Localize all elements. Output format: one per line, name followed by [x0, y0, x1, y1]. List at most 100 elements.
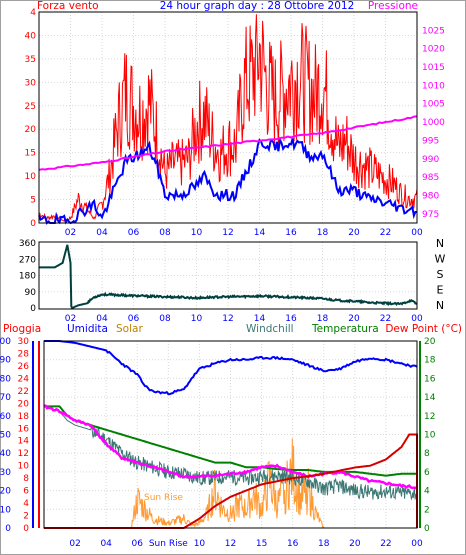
humidity-tick: 10 — [0, 505, 11, 515]
mid-x-tick: 06 — [128, 314, 140, 324]
wind-gust-line — [38, 14, 418, 222]
humidity-tick: 80 — [0, 374, 11, 384]
rain-tick: 16 — [18, 424, 30, 434]
humidity-line — [44, 340, 418, 396]
humidity-tick: 50 — [0, 431, 11, 441]
bot-x-tick: 20 — [349, 539, 361, 549]
temperature-tick: 14 — [424, 393, 436, 403]
top-right-tick: 1005 — [422, 100, 445, 110]
bot-x-tick: 16 — [287, 539, 299, 549]
top-left-tick: 35 — [25, 55, 36, 65]
humidity-tick: 20 — [0, 487, 11, 497]
temperature-tick: 0 — [424, 524, 430, 534]
rain-tick: 14 — [18, 437, 30, 447]
temperature-tick: 12 — [424, 412, 435, 422]
direction-tick: 360 — [19, 239, 36, 249]
wind-axis-label: Forza vento — [37, 0, 99, 12]
mid-x-tick: 14 — [254, 314, 266, 324]
top-left-tick: 10 — [25, 172, 37, 182]
compass-label: N — [436, 237, 444, 250]
temperature-tick: 8 — [424, 449, 430, 459]
rain-tick: 28 — [18, 349, 30, 359]
top-x-tick: 12 — [222, 228, 233, 238]
compass-label: E — [437, 284, 444, 297]
mid-x-tick: 12 — [222, 314, 233, 324]
mid-x-tick: 22 — [380, 314, 391, 324]
mid-x-tick: 02 — [65, 314, 76, 324]
temperature-tick: 16 — [424, 374, 436, 384]
humidity-tick: 0 — [5, 524, 11, 534]
top-left-tick: 5 — [30, 196, 36, 206]
bot-x-tick: 04 — [100, 539, 112, 549]
humidity-axis-label: Umidita — [67, 323, 108, 335]
bot-x-tick: 00 — [411, 539, 423, 549]
direction-tick: 0 — [30, 304, 36, 314]
top-x-tick: 10 — [191, 228, 203, 238]
pressure-line — [38, 115, 418, 171]
rain-tick: 4 — [23, 499, 29, 509]
top-left-tick: 30 — [25, 78, 37, 88]
compass-label: S — [437, 268, 444, 281]
top-right-tick: 1015 — [422, 63, 445, 73]
humidity-tick: 90 — [0, 356, 11, 366]
bot-x-tick: 22 — [380, 539, 391, 549]
direction-tick: 90 — [25, 288, 37, 298]
mid-x-tick: 04 — [96, 314, 108, 324]
solar-line — [130, 438, 325, 529]
sunrise-annotation: Sun Rise — [144, 493, 183, 503]
bot-x-tick: 10 — [194, 539, 206, 549]
temperature-tick: 18 — [424, 356, 436, 366]
temperature-line — [44, 405, 417, 477]
direction-plot-frame — [38, 241, 418, 310]
rain-tick: 18 — [18, 412, 30, 422]
top-right-tick: 1010 — [422, 81, 445, 91]
compass-label: N — [436, 299, 444, 312]
top-left-tick: 0 — [30, 219, 36, 229]
top-right-tick: 985 — [422, 173, 439, 183]
bot-x-tick: 06 — [132, 539, 144, 549]
top-right-tick: 990 — [422, 155, 439, 165]
rain-tick: 30 — [18, 337, 30, 347]
top-left-tick: 4 — [30, 8, 36, 18]
humidity-tick: 60 — [0, 412, 11, 422]
rain-tick: 0 — [23, 524, 29, 534]
temperature-tick: 4 — [424, 487, 430, 497]
bot-x-tick: 18 — [318, 539, 330, 549]
bottom-plot-frame — [43, 340, 418, 529]
pressure-axis-label: Pressione — [368, 0, 418, 12]
bot-x-tick: 02 — [69, 539, 80, 549]
bot-x-tick: Sun Rise — [149, 539, 188, 549]
top-right-tick: 1025 — [422, 26, 445, 36]
top-x-tick: 02 — [65, 228, 76, 238]
direction-tick: 270 — [19, 255, 36, 265]
top-left-tick: 25 — [25, 102, 36, 112]
top-right-tick: 980 — [422, 191, 439, 201]
temperature-axis-label: Temperatura — [311, 323, 379, 335]
rain-tick: 24 — [18, 374, 30, 384]
direction-tick: 180 — [19, 272, 36, 282]
top-right-tick: 995 — [422, 136, 439, 146]
mid-x-tick: 16 — [285, 314, 297, 324]
humidity-tick: 100 — [0, 337, 11, 347]
rain-tick: 2 — [23, 512, 29, 522]
humidity-tick: 40 — [0, 449, 11, 459]
top-right-tick: 1000 — [422, 118, 445, 128]
dewpoint-axis-label: Dew Point (°C) — [385, 323, 462, 335]
top-x-tick: 00 — [411, 228, 423, 238]
chart-title: 24 hour graph day : 28 Ottobre 2012 — [160, 0, 355, 12]
top-x-tick: 16 — [285, 228, 297, 238]
rain-tick: 26 — [18, 362, 30, 372]
temperature-tick: 10 — [424, 431, 436, 441]
windchill-axis-label: Windchill — [246, 323, 294, 335]
top-plot-frame — [38, 11, 418, 224]
mid-x-tick: 18 — [317, 314, 329, 324]
rain-tick: 8 — [23, 474, 29, 484]
windchill-line — [43, 405, 418, 501]
top-x-tick: 06 — [128, 228, 140, 238]
solar-axis-label: Solar — [116, 323, 143, 335]
mid-x-tick: 08 — [159, 314, 171, 324]
top-x-tick: 04 — [96, 228, 108, 238]
rain-axis-label: Pioggia — [3, 323, 41, 335]
